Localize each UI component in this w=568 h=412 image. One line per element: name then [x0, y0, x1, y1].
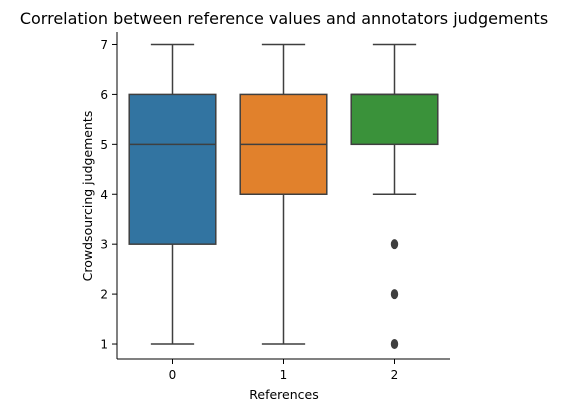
chart-title: Correlation between reference values and…: [20, 9, 548, 28]
x-tick-label: 2: [391, 368, 399, 382]
box-group-1: [239, 43, 328, 345]
y-tick-label: 4: [100, 188, 108, 202]
plot-area: [128, 43, 439, 350]
outlier-point: [390, 239, 399, 250]
y-tick-label: 3: [100, 238, 108, 252]
y-ticks: 1 2 3 4 5 6 7: [100, 38, 117, 352]
box-group-0: [128, 43, 217, 345]
y-tick-label: 7: [100, 38, 108, 52]
y-tick-label: 6: [100, 88, 108, 102]
y-axis-label: Crowdsourcing judgements: [80, 111, 95, 282]
y-tick-label: 2: [100, 288, 108, 302]
x-tick-label: 1: [280, 368, 288, 382]
box-group-2: [350, 43, 439, 350]
x-tick-label: 0: [169, 368, 177, 382]
box-iqr: [350, 93, 439, 146]
outlier-point: [390, 339, 399, 350]
x-ticks: 0 1 2: [169, 359, 399, 382]
x-axis-label: References: [249, 387, 318, 402]
outlier-point: [390, 289, 399, 300]
y-tick-label: 1: [100, 338, 108, 352]
box-iqr: [128, 93, 217, 245]
y-tick-label: 5: [100, 138, 108, 152]
